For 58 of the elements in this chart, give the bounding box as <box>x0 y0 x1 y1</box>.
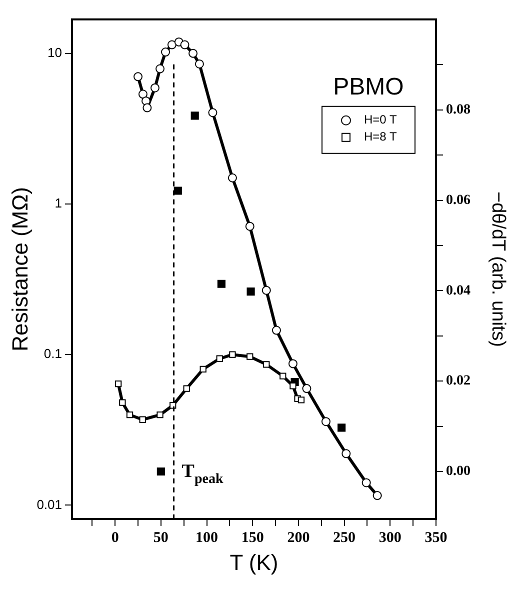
y2-tick-label: 0.00 <box>446 464 470 480</box>
y-axis-title: Resistance (MΩ) <box>7 187 32 352</box>
point <box>298 396 305 404</box>
point <box>183 385 190 392</box>
y2-tick-label: 0.04 <box>446 283 470 298</box>
point <box>228 173 237 182</box>
y2-tick-label: 0.06 <box>446 192 470 208</box>
point <box>321 417 330 426</box>
point <box>138 90 148 99</box>
legend-label: H=0 T <box>364 112 398 127</box>
point <box>245 222 254 231</box>
point <box>119 399 126 406</box>
x-tick-label: 50 <box>153 530 168 546</box>
point <box>362 478 371 488</box>
point <box>161 48 170 57</box>
point <box>216 355 223 362</box>
y-tick-label: 1 <box>54 196 62 211</box>
x-tick-label: 0 <box>111 530 119 546</box>
y-tick-label: 0.1 <box>44 346 62 362</box>
y2-tick-label: 0.08 <box>446 102 470 118</box>
point <box>142 103 152 112</box>
point <box>180 40 190 50</box>
legend-label: H=8 T <box>364 130 398 144</box>
point <box>167 40 176 50</box>
point <box>280 372 286 380</box>
legend-title: PBMO <box>333 73 404 100</box>
point <box>229 351 236 358</box>
point <box>114 380 122 388</box>
point <box>208 108 218 118</box>
y-tick-label: 10 <box>48 44 62 60</box>
x-tick-label: 200 <box>287 530 310 546</box>
y-tick-label: 0.01 <box>36 496 62 512</box>
point <box>302 384 312 394</box>
point <box>194 59 204 68</box>
point <box>156 64 165 74</box>
x-tick-label: 100 <box>196 530 218 546</box>
point <box>372 491 382 500</box>
x-tick-label: 250 <box>333 530 356 546</box>
x-tick-label: 350 <box>424 530 448 546</box>
point <box>290 382 296 390</box>
point <box>288 359 298 368</box>
point <box>134 72 143 82</box>
y2-tick-label: 0.02 <box>446 374 470 389</box>
x-tick-label: 300 <box>378 530 402 546</box>
point <box>126 412 134 418</box>
y2-axis-title: −dθ/dT (arb. units) <box>487 191 508 347</box>
point <box>200 366 206 373</box>
point <box>150 83 160 92</box>
point <box>188 48 198 58</box>
point <box>246 353 254 360</box>
point <box>139 416 146 423</box>
point <box>342 449 351 458</box>
point <box>262 286 271 295</box>
point <box>272 326 281 335</box>
point <box>263 361 270 368</box>
point <box>156 412 164 418</box>
x-tick-label: 150 <box>241 530 264 546</box>
x-axis-title: T (K) <box>230 550 278 575</box>
